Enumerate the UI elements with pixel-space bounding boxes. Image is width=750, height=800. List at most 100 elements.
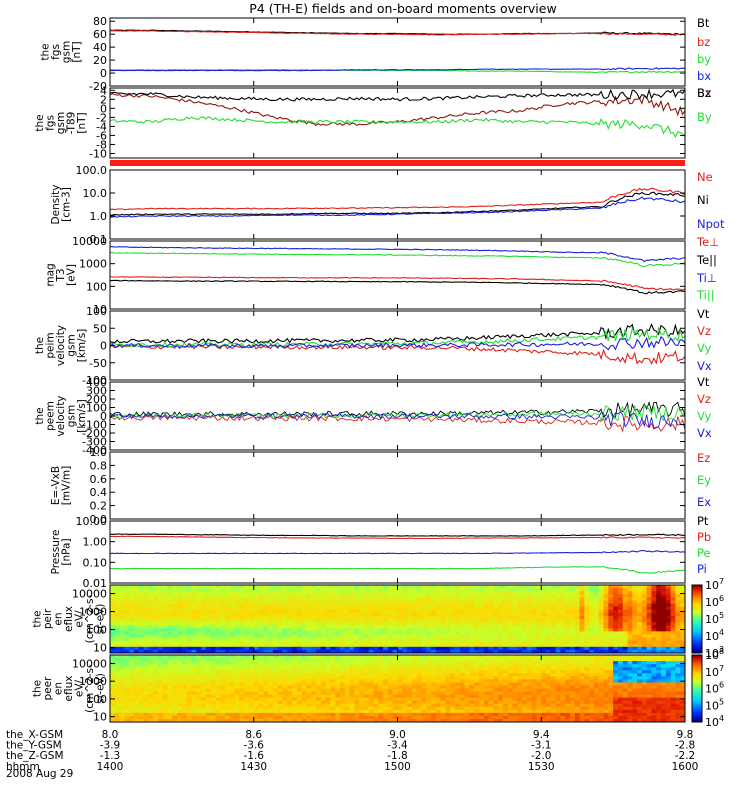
heatmap-cell [474,700,480,705]
heatmap-cell [311,703,317,708]
heatmap-cell [263,588,269,592]
heatmap-cell [201,622,207,626]
heatmap-cell [627,612,633,617]
heatmap-cell [340,673,346,677]
heatmap-cell [124,646,130,651]
heatmap-cell [268,694,274,699]
heatmap-cell [392,594,398,598]
heatmap-cell [296,682,303,686]
heatmap-cell [435,612,442,617]
colorbar-tick-base: 10 [705,596,719,609]
heatmap-cell [110,691,116,695]
heatmap-cell [153,715,159,720]
heatmap-cell [167,609,173,614]
heatmap-cell [138,591,144,595]
heatmap-cell [656,612,662,617]
heatmap-cell [531,606,537,611]
heatmap-cell [541,697,547,702]
heatmap-cell [632,600,638,604]
heatmap-cell [440,649,446,654]
heatmap-cell [172,715,178,720]
heatmap-cell [282,709,288,714]
heatmap-cell [181,655,188,659]
heatmap-cell [325,603,331,608]
heatmap-cell [268,700,274,705]
heatmap-cell [517,606,523,611]
heatmap-cell [368,685,374,689]
heatmap-cell [344,597,350,601]
heatmap-cell [205,622,212,626]
heatmap-cell [450,715,456,720]
heatmap-cell [268,670,274,674]
heatmap-cell [474,591,480,595]
heatmap-cell [220,715,226,720]
heatmap-cell [680,603,686,608]
heatmap-cell [464,615,470,620]
heatmap-cell [383,612,389,617]
heatmap-cell [186,682,192,686]
heatmap-cell [431,658,437,662]
heatmap-cell [272,700,279,705]
heatmap-cell [670,609,676,614]
heatmap-cell [622,640,628,645]
heatmap-cell [311,585,317,589]
heatmap-cell [536,631,542,635]
heatmap-cell [445,688,451,692]
heatmap-cell [507,673,513,677]
heatmap-cell [248,637,255,642]
heatmap-cell [541,715,547,720]
heatmap-cell [335,676,341,680]
y-axis-label-line: (cm^2-s- [84,594,96,643]
heatmap-cell [325,609,331,614]
heatmap-cell [172,679,178,683]
heatmap-cell [263,688,269,692]
colorbar-swatch [692,622,702,625]
legend-entry: Pe [697,546,711,560]
heatmap-cell [335,682,341,686]
heatmap-cell [316,585,322,589]
heatmap-cell [344,673,350,677]
y-tick-label: 0.10 [83,556,108,569]
heatmap-cell [483,631,489,635]
heatmap-cell [143,631,149,635]
heatmap-cell [172,712,178,717]
heatmap-cell [114,685,120,689]
heatmap-cell [191,597,197,601]
heatmap-cell [330,712,336,717]
heatmap-cell [426,600,432,604]
heatmap-cell [483,597,489,601]
heatmap-cell [617,597,624,601]
heatmap-cell [478,712,485,717]
heatmap-cell [248,673,255,677]
heatmap-cell [598,588,604,592]
heatmap-cell [546,661,552,665]
heatmap-cell [191,622,197,626]
heatmap-cell [498,649,504,654]
heatmap-cell [502,640,509,645]
heatmap-cell [507,697,513,702]
heatmap-cell [301,703,307,708]
heatmap-cell [133,676,140,680]
heatmap-cell [229,697,235,702]
heatmap-cell [579,640,585,645]
heatmap-cell [512,703,518,708]
heatmap-cell [320,625,327,629]
heatmap-cell [498,585,504,589]
heatmap-cell [215,606,221,611]
heatmap-cell [440,661,446,665]
heatmap-cell [287,606,293,611]
heatmap-cell [459,712,465,717]
heatmap-cell [191,649,197,654]
heatmap-cell [191,703,197,708]
y-tick-label: 10 [93,642,107,655]
heatmap-cell [177,706,183,711]
heatmap-cell [450,706,456,711]
heatmap-cell [411,643,418,648]
heatmap-cell [301,655,307,659]
heatmap-cell [296,688,303,692]
heatmap-cell [512,655,518,659]
heatmap-cell [229,612,235,617]
heatmap-cell [181,588,188,592]
heatmap-cell [110,658,116,662]
